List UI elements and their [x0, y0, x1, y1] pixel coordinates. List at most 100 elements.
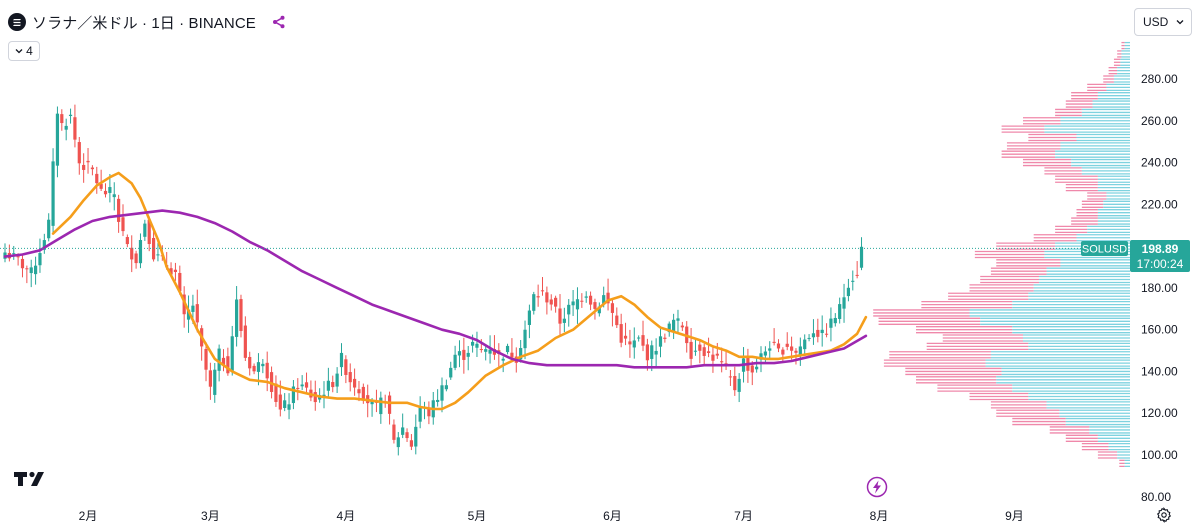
- currency-label: USD: [1143, 15, 1169, 29]
- candle-body: [833, 317, 837, 324]
- candle-body: [532, 294, 536, 311]
- x-tick-label: 2月: [79, 509, 98, 523]
- candle-body: [632, 340, 636, 348]
- candle-body: [842, 297, 846, 309]
- candle-body: [252, 365, 256, 372]
- candle-body: [357, 389, 361, 394]
- candle-body: [628, 341, 632, 345]
- candle-body: [248, 356, 252, 369]
- candle-body: [702, 347, 706, 356]
- ma-line-2: [3, 209, 868, 369]
- candle-body: [667, 323, 671, 333]
- candle-body: [335, 373, 339, 387]
- candle-body: [484, 349, 488, 352]
- candle-body: [440, 385, 444, 401]
- candle-body: [108, 187, 112, 193]
- candle-body: [794, 350, 798, 353]
- candle-body: [838, 304, 842, 319]
- candle-body: [191, 305, 195, 312]
- symbol-tag-text: SOLUSD: [1082, 244, 1127, 256]
- candle-body: [353, 378, 357, 388]
- candle-body: [121, 217, 125, 232]
- candle-body: [348, 372, 352, 383]
- candle-body: [488, 349, 492, 354]
- candle-body: [213, 369, 217, 395]
- volume-profile: [873, 41, 1130, 468]
- symbol-title[interactable]: ソラナ／米ドル · 1日 · BINANCE: [32, 14, 256, 32]
- candle-body: [173, 269, 178, 273]
- candle-body: [291, 386, 296, 404]
- candle-body: [396, 437, 400, 448]
- price-tag-countdown: 17:00:24: [1137, 257, 1184, 271]
- indicator-count: 4: [26, 44, 33, 58]
- symbol-tag: [1081, 241, 1128, 256]
- candle-body: [672, 319, 676, 332]
- candle-body: [772, 341, 776, 343]
- candle-body: [296, 387, 300, 389]
- candle-body: [479, 349, 483, 351]
- candle-body: [186, 309, 191, 320]
- candle-body: [90, 167, 94, 170]
- candle-body: [763, 351, 767, 356]
- candle-body: [361, 386, 365, 401]
- currency-select[interactable]: USD: [1134, 8, 1192, 36]
- candle-body: [720, 361, 724, 363]
- candle-body: [759, 353, 763, 360]
- y-tick-label: 260.00: [1141, 114, 1178, 128]
- candle-body: [344, 359, 348, 375]
- candle-body: [466, 352, 470, 357]
- share-icon[interactable]: [270, 13, 288, 31]
- candle-body: [12, 253, 16, 255]
- candle-body: [405, 432, 409, 439]
- y-tick-label: 240.00: [1141, 156, 1178, 170]
- candle-body: [610, 303, 615, 313]
- x-tick-label: 9月: [1005, 509, 1024, 523]
- candle-body: [409, 440, 414, 447]
- candle-body: [606, 292, 610, 304]
- collapse-indicators-button[interactable]: 4: [8, 41, 40, 61]
- candle-body: [370, 400, 374, 405]
- candle-body: [278, 394, 282, 410]
- candle-body: [38, 253, 42, 266]
- candle-body: [593, 302, 597, 309]
- solana-logo-icon[interactable]: [8, 13, 26, 31]
- candle-body: [239, 299, 243, 331]
- candle-body: [436, 399, 440, 402]
- candle-body: [331, 382, 335, 388]
- candle-body: [689, 341, 693, 359]
- candle-body: [143, 223, 147, 237]
- candle-body: [567, 304, 571, 315]
- candle-body: [811, 333, 816, 338]
- candle-body: [195, 304, 199, 323]
- candle-body: [750, 365, 754, 373]
- candle-body: [505, 345, 510, 353]
- chevron-down-icon: [1176, 20, 1184, 25]
- candle-body: [427, 408, 431, 417]
- candle-body: [733, 376, 737, 391]
- candle-body: [798, 346, 802, 356]
- candle-body: [781, 349, 785, 355]
- candle-body: [230, 336, 234, 371]
- candle-body: [387, 395, 392, 414]
- candle-body: [29, 267, 33, 274]
- candle-body: [147, 219, 151, 245]
- candle-body: [803, 339, 807, 350]
- flash-icon[interactable]: [866, 476, 888, 498]
- candle-body: [855, 274, 859, 276]
- y-tick-label: 120.00: [1141, 406, 1178, 420]
- candle-body: [313, 392, 317, 403]
- candle-body: [619, 324, 623, 343]
- candle-body: [501, 358, 505, 361]
- ma-line-1: [51, 171, 868, 411]
- candle-body: [379, 397, 383, 415]
- candle-body: [77, 142, 81, 164]
- candle-body: [790, 346, 794, 351]
- candle-body: [706, 351, 711, 353]
- gear-icon[interactable]: [1156, 507, 1172, 523]
- candle-body: [453, 354, 457, 368]
- tradingview-logo-icon[interactable]: [14, 469, 50, 489]
- candle-body: [274, 383, 278, 402]
- candle-body: [208, 370, 212, 387]
- time-axis: 2月 3月 4月 5月 6月 7月 8月 9月: [79, 509, 1024, 523]
